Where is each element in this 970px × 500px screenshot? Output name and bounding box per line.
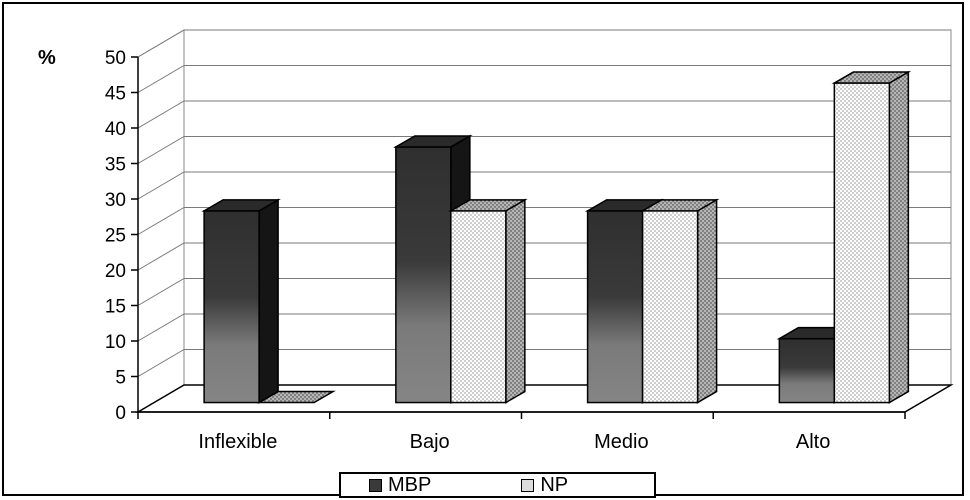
y-tick-label: 5 [115, 368, 126, 389]
bar-front [450, 210, 507, 404]
gridline [137, 100, 951, 129]
legend: MBP NP [339, 472, 656, 498]
bar-front [586, 210, 644, 404]
bar-np-alto [831, 70, 912, 404]
y-tick-label: 0 [115, 403, 126, 424]
y-tick-label: 50 [105, 48, 126, 69]
bar-top [201, 199, 281, 212]
y-tick-label: 40 [105, 119, 126, 140]
gridline [137, 136, 951, 164]
legend-swatch-mbp [369, 478, 382, 492]
gridline [137, 65, 951, 93]
bar-side [696, 198, 718, 404]
bar-front [778, 337, 836, 404]
y-axis-label: % [38, 47, 56, 69]
bar-np-inflexible [256, 390, 336, 404]
bar-np-bajo [448, 198, 528, 404]
legend-swatch-np [521, 478, 535, 492]
gridline [137, 171, 951, 200]
category-label: Bajo [410, 431, 450, 453]
bar-front [203, 210, 260, 404]
bar-front [833, 82, 891, 404]
x-axis: Inflexible Bajo Medio Alto [137, 411, 906, 453]
category-label: Alto [796, 431, 830, 453]
y-tick-label: 30 [105, 190, 126, 211]
legend-item-mbp: MBP [369, 474, 431, 497]
y-tick-label: 25 [105, 226, 126, 247]
bar-mbp-inflexible [201, 198, 281, 404]
y-tick-label: 45 [105, 84, 126, 105]
category-label: Medio [594, 431, 648, 453]
bar-top [256, 390, 336, 404]
y-axis: 0 5 10 15 20 25 30 35 40 45 50 [105, 48, 139, 424]
legend-item-np: NP [521, 474, 568, 497]
bar-top [831, 71, 912, 84]
bar-front [641, 210, 699, 404]
legend-label-np: NP [540, 473, 569, 496]
bar-side [888, 70, 910, 404]
bar-front [395, 146, 452, 404]
bars [201, 70, 912, 404]
legend-label-mbp: MBP [388, 473, 432, 496]
category-label: Inflexible [198, 431, 277, 453]
y-tick-label: 10 [105, 332, 126, 353]
bar-top [393, 135, 473, 148]
bar-np-medio [639, 198, 720, 404]
bar-side [505, 198, 526, 404]
bar-top [448, 199, 528, 212]
y-tick-label: 15 [105, 297, 126, 318]
y-tick-label: 20 [105, 261, 126, 282]
bar-side [258, 198, 279, 404]
y-tick-label: 35 [105, 155, 126, 176]
bar-top [639, 199, 720, 212]
gridline [137, 29, 951, 58]
